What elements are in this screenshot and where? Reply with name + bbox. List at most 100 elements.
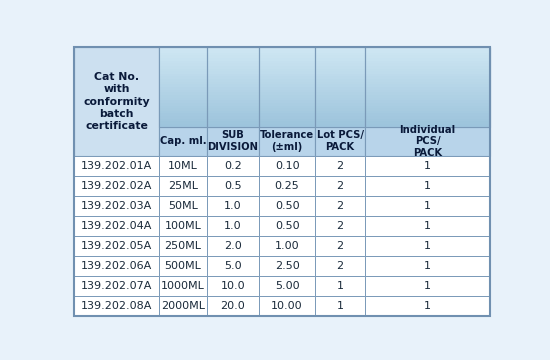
Bar bbox=[259, 79, 315, 82]
Bar bbox=[259, 116, 315, 119]
Bar bbox=[315, 66, 365, 68]
Text: 1: 1 bbox=[424, 161, 431, 171]
Text: 2000ML: 2000ML bbox=[161, 301, 205, 311]
Bar bbox=[207, 236, 259, 256]
Text: 20.0: 20.0 bbox=[221, 301, 245, 311]
Bar bbox=[315, 176, 365, 196]
Bar bbox=[365, 127, 490, 156]
Bar bbox=[365, 103, 490, 105]
Bar bbox=[207, 116, 259, 119]
Bar bbox=[365, 79, 490, 82]
Bar bbox=[159, 73, 207, 76]
Bar bbox=[315, 50, 365, 53]
Bar bbox=[159, 79, 207, 82]
Bar bbox=[315, 68, 365, 71]
Text: 250ML: 250ML bbox=[164, 241, 201, 251]
Bar bbox=[315, 127, 365, 156]
Bar bbox=[259, 216, 315, 236]
Bar bbox=[159, 108, 207, 111]
Bar bbox=[259, 256, 315, 276]
Bar bbox=[159, 89, 207, 92]
Bar bbox=[365, 58, 490, 60]
Bar bbox=[207, 47, 259, 50]
Text: 500ML: 500ML bbox=[164, 261, 201, 271]
Text: 2: 2 bbox=[337, 181, 344, 191]
Bar bbox=[207, 76, 259, 79]
Bar bbox=[207, 124, 259, 127]
Bar bbox=[365, 81, 490, 84]
Bar bbox=[315, 89, 365, 92]
Bar bbox=[259, 48, 315, 127]
Bar bbox=[74, 48, 159, 156]
Bar bbox=[365, 89, 490, 92]
Bar bbox=[365, 105, 490, 108]
Text: 10ML: 10ML bbox=[168, 161, 198, 171]
Bar bbox=[315, 108, 365, 111]
Bar bbox=[74, 216, 159, 236]
Text: Lot PCS/
PACK: Lot PCS/ PACK bbox=[317, 130, 364, 152]
Text: SUB
DIVISION: SUB DIVISION bbox=[207, 130, 258, 152]
Bar bbox=[315, 73, 365, 76]
Bar bbox=[207, 156, 259, 176]
Bar bbox=[159, 296, 207, 316]
Bar bbox=[74, 176, 159, 196]
Text: Cat No.
with
conformity
batch
certificate: Cat No. with conformity batch certificat… bbox=[83, 72, 150, 131]
Bar bbox=[259, 48, 315, 127]
Bar bbox=[315, 81, 365, 84]
Bar bbox=[315, 116, 365, 119]
Bar bbox=[207, 71, 259, 74]
Bar bbox=[207, 52, 259, 55]
Bar bbox=[259, 111, 315, 113]
Bar bbox=[207, 176, 259, 196]
Bar bbox=[259, 47, 315, 50]
Bar bbox=[207, 68, 259, 71]
Text: Tolerance
(±ml): Tolerance (±ml) bbox=[260, 130, 314, 152]
Bar bbox=[365, 71, 490, 74]
Bar bbox=[207, 55, 259, 58]
Bar bbox=[315, 79, 365, 82]
Bar bbox=[259, 156, 315, 176]
Bar bbox=[315, 58, 365, 60]
Bar bbox=[259, 92, 315, 95]
Bar bbox=[315, 71, 365, 74]
Bar bbox=[365, 111, 490, 113]
Bar bbox=[207, 87, 259, 90]
Bar bbox=[74, 256, 159, 276]
Bar bbox=[159, 87, 207, 90]
Bar bbox=[365, 76, 490, 79]
Bar bbox=[259, 127, 315, 156]
Bar bbox=[159, 124, 207, 127]
Bar bbox=[259, 103, 315, 105]
Bar bbox=[159, 66, 207, 68]
Bar bbox=[365, 113, 490, 116]
Bar bbox=[259, 81, 315, 84]
Bar bbox=[365, 156, 490, 176]
Bar bbox=[74, 196, 159, 216]
Bar bbox=[159, 216, 207, 236]
Bar bbox=[315, 296, 365, 316]
Bar bbox=[315, 121, 365, 124]
Bar bbox=[315, 63, 365, 66]
Bar bbox=[74, 156, 159, 176]
Text: 139.202.01A: 139.202.01A bbox=[81, 161, 152, 171]
Text: 1: 1 bbox=[424, 301, 431, 311]
Text: 139.202.02A: 139.202.02A bbox=[81, 181, 152, 191]
Bar bbox=[315, 52, 365, 55]
Bar bbox=[259, 50, 315, 53]
Bar bbox=[207, 276, 259, 296]
Bar bbox=[159, 127, 207, 156]
Bar bbox=[259, 71, 315, 74]
Bar bbox=[207, 73, 259, 76]
Bar bbox=[365, 216, 490, 236]
Bar bbox=[259, 105, 315, 108]
Bar bbox=[259, 60, 315, 63]
Bar bbox=[159, 121, 207, 124]
Bar bbox=[159, 256, 207, 276]
Bar bbox=[159, 196, 207, 216]
Bar bbox=[365, 296, 490, 316]
Bar bbox=[365, 97, 490, 100]
Bar bbox=[207, 105, 259, 108]
Bar bbox=[365, 47, 490, 50]
Bar bbox=[159, 176, 207, 196]
Bar bbox=[315, 256, 365, 276]
